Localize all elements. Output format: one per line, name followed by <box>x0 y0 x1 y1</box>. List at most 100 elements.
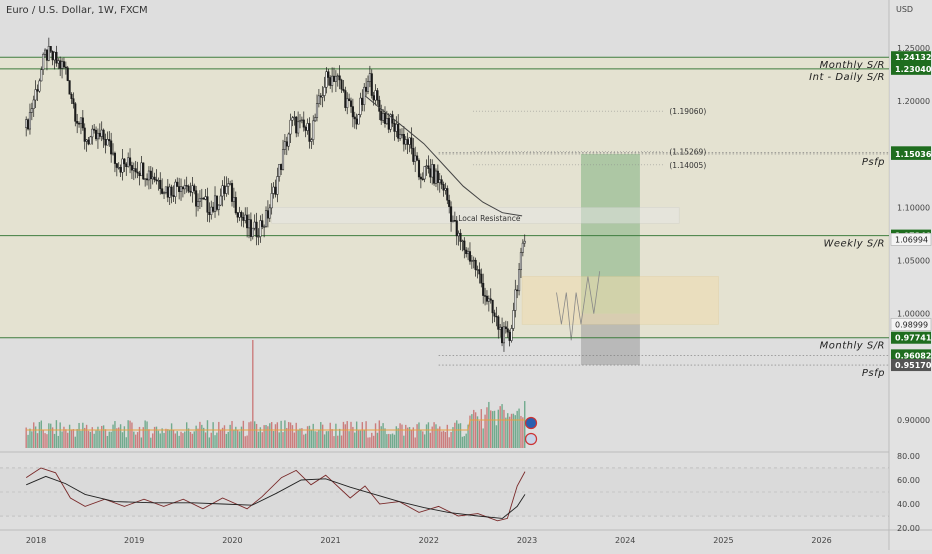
volume-bar-115 <box>242 420 245 448</box>
candle-body-230 <box>459 232 462 242</box>
candle-body-221 <box>442 184 445 191</box>
candle-body-55 <box>128 157 132 166</box>
volume-bar-46 <box>112 424 114 448</box>
candle-body-21 <box>64 66 67 69</box>
volume-bar-4 <box>33 422 35 448</box>
volume-bar-71 <box>159 433 161 448</box>
volume-bar-163 <box>333 436 335 448</box>
volume-bar-203 <box>408 426 411 448</box>
volume-bar-76 <box>169 429 171 448</box>
volume-bar-33 <box>87 430 90 448</box>
moving-average-layer <box>364 95 523 217</box>
candle-body-141 <box>291 117 294 121</box>
volume-bar-20 <box>63 426 65 448</box>
candle-body-203 <box>408 137 411 145</box>
candle-body-140 <box>289 119 292 135</box>
volume-bar-136 <box>282 432 284 448</box>
volume-bar-113 <box>238 431 241 448</box>
volume-bar-87 <box>189 431 192 448</box>
candle-body-133 <box>276 176 279 195</box>
candle-body-143 <box>295 116 298 134</box>
candle-body-184 <box>372 95 375 101</box>
price-tag-bg-1 <box>891 62 931 75</box>
volume-bar-154 <box>316 431 318 448</box>
candle-body-193 <box>389 114 392 130</box>
volume-bar-194 <box>391 433 394 448</box>
candle-body-43 <box>106 139 109 146</box>
candle-body-226 <box>451 220 455 222</box>
volume-bar-118 <box>248 422 250 448</box>
drawing-boxes-layer <box>271 153 719 366</box>
volume-bar-112 <box>236 430 239 448</box>
candle-body-199 <box>400 134 404 136</box>
candle-body-159 <box>325 71 328 88</box>
candle-body-73 <box>162 192 166 194</box>
volume-bar-244 <box>486 407 488 448</box>
volume-bar-241 <box>480 409 482 448</box>
candle-body-64 <box>145 178 149 181</box>
candle-body-89 <box>193 185 196 191</box>
price-tag-bg-9 <box>891 359 931 372</box>
candle-body-63 <box>144 178 147 180</box>
candle-body-105 <box>223 185 226 194</box>
volume-bar-37 <box>95 430 97 448</box>
candle-body-37 <box>95 130 98 140</box>
candle-body-119 <box>249 219 252 237</box>
volume-bar-223 <box>446 424 449 448</box>
volume-bar-15 <box>53 433 56 448</box>
candle-body-17 <box>57 60 60 64</box>
candle-body-1 <box>27 119 30 130</box>
candle-body-211 <box>423 166 426 180</box>
candle-body-30 <box>81 117 84 129</box>
volume-bar-93 <box>201 424 203 448</box>
candle-body-197 <box>397 123 400 139</box>
candle-body-139 <box>287 133 290 147</box>
volume-bar-125 <box>261 432 263 448</box>
volume-bar-255 <box>507 413 509 448</box>
volume-bar-56 <box>131 422 133 448</box>
candle-body-29 <box>79 117 82 124</box>
candle-body-166 <box>338 75 341 81</box>
volume-bar-212 <box>425 424 428 448</box>
candle-body-149 <box>306 123 309 131</box>
candle-body-178 <box>361 97 364 105</box>
local-resistance-box <box>271 207 680 224</box>
candle-body-65 <box>147 170 150 181</box>
candle-body-239 <box>476 269 479 271</box>
volume-bar-168 <box>342 421 345 448</box>
candle-body-108 <box>229 183 232 185</box>
candle-body-264 <box>523 240 526 244</box>
volume-bar-104 <box>221 427 224 448</box>
volume-bar-192 <box>388 433 390 448</box>
candle-body-128 <box>266 210 269 219</box>
candle-body-3 <box>30 108 33 113</box>
volume-bar-132 <box>274 424 277 448</box>
volume-bar-106 <box>225 433 228 448</box>
candle-body-8 <box>40 69 43 82</box>
volume-bar-35 <box>91 427 93 448</box>
symbol-title[interactable]: Euro / U.S. Dollar, 1W, FXCM <box>6 5 148 16</box>
volume-bar-90 <box>195 425 197 448</box>
volume-bar-151 <box>310 430 313 448</box>
volume-bar-89 <box>193 431 195 448</box>
volume-bar-176 <box>357 430 360 448</box>
volume-bar-50 <box>119 424 122 448</box>
volume-bar-130 <box>270 422 273 448</box>
candle-body-254 <box>504 326 507 329</box>
candle-body-4 <box>32 99 35 109</box>
volume-bar-254 <box>505 417 507 448</box>
candle-body-18 <box>59 60 62 69</box>
volume-bar-127 <box>265 425 267 448</box>
volume-bar-204 <box>410 429 413 448</box>
candle-body-225 <box>450 206 453 222</box>
volume-bar-99 <box>212 422 214 448</box>
candle-body-31 <box>83 127 86 142</box>
candle-body-160 <box>327 71 330 78</box>
candle-body-35 <box>91 128 94 138</box>
rsi-ma-line <box>26 475 526 519</box>
candle-body-177 <box>359 97 362 115</box>
candle-body-224 <box>448 199 451 207</box>
candle-body-34 <box>89 136 92 145</box>
volume-bar-159 <box>325 431 328 448</box>
